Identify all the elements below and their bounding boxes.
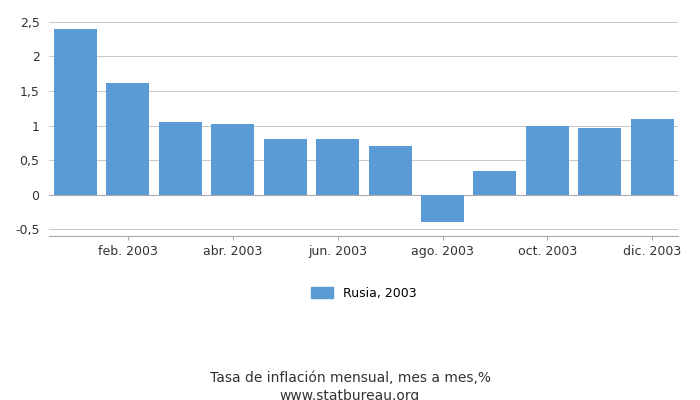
Bar [526,126,569,195]
Bar [159,122,202,195]
Bar [578,128,622,195]
Bar [473,171,517,195]
Text: www.statbureau.org: www.statbureau.org [280,389,420,400]
Bar [54,29,97,195]
Bar [106,83,149,195]
Bar [369,146,412,195]
Bar [264,139,307,195]
Legend: Rusia, 2003: Rusia, 2003 [311,287,417,300]
Bar [421,195,464,222]
Bar [631,119,674,195]
Bar [211,124,254,195]
Text: Tasa de inflación mensual, mes a mes,%: Tasa de inflación mensual, mes a mes,% [209,371,491,385]
Bar [316,139,359,195]
